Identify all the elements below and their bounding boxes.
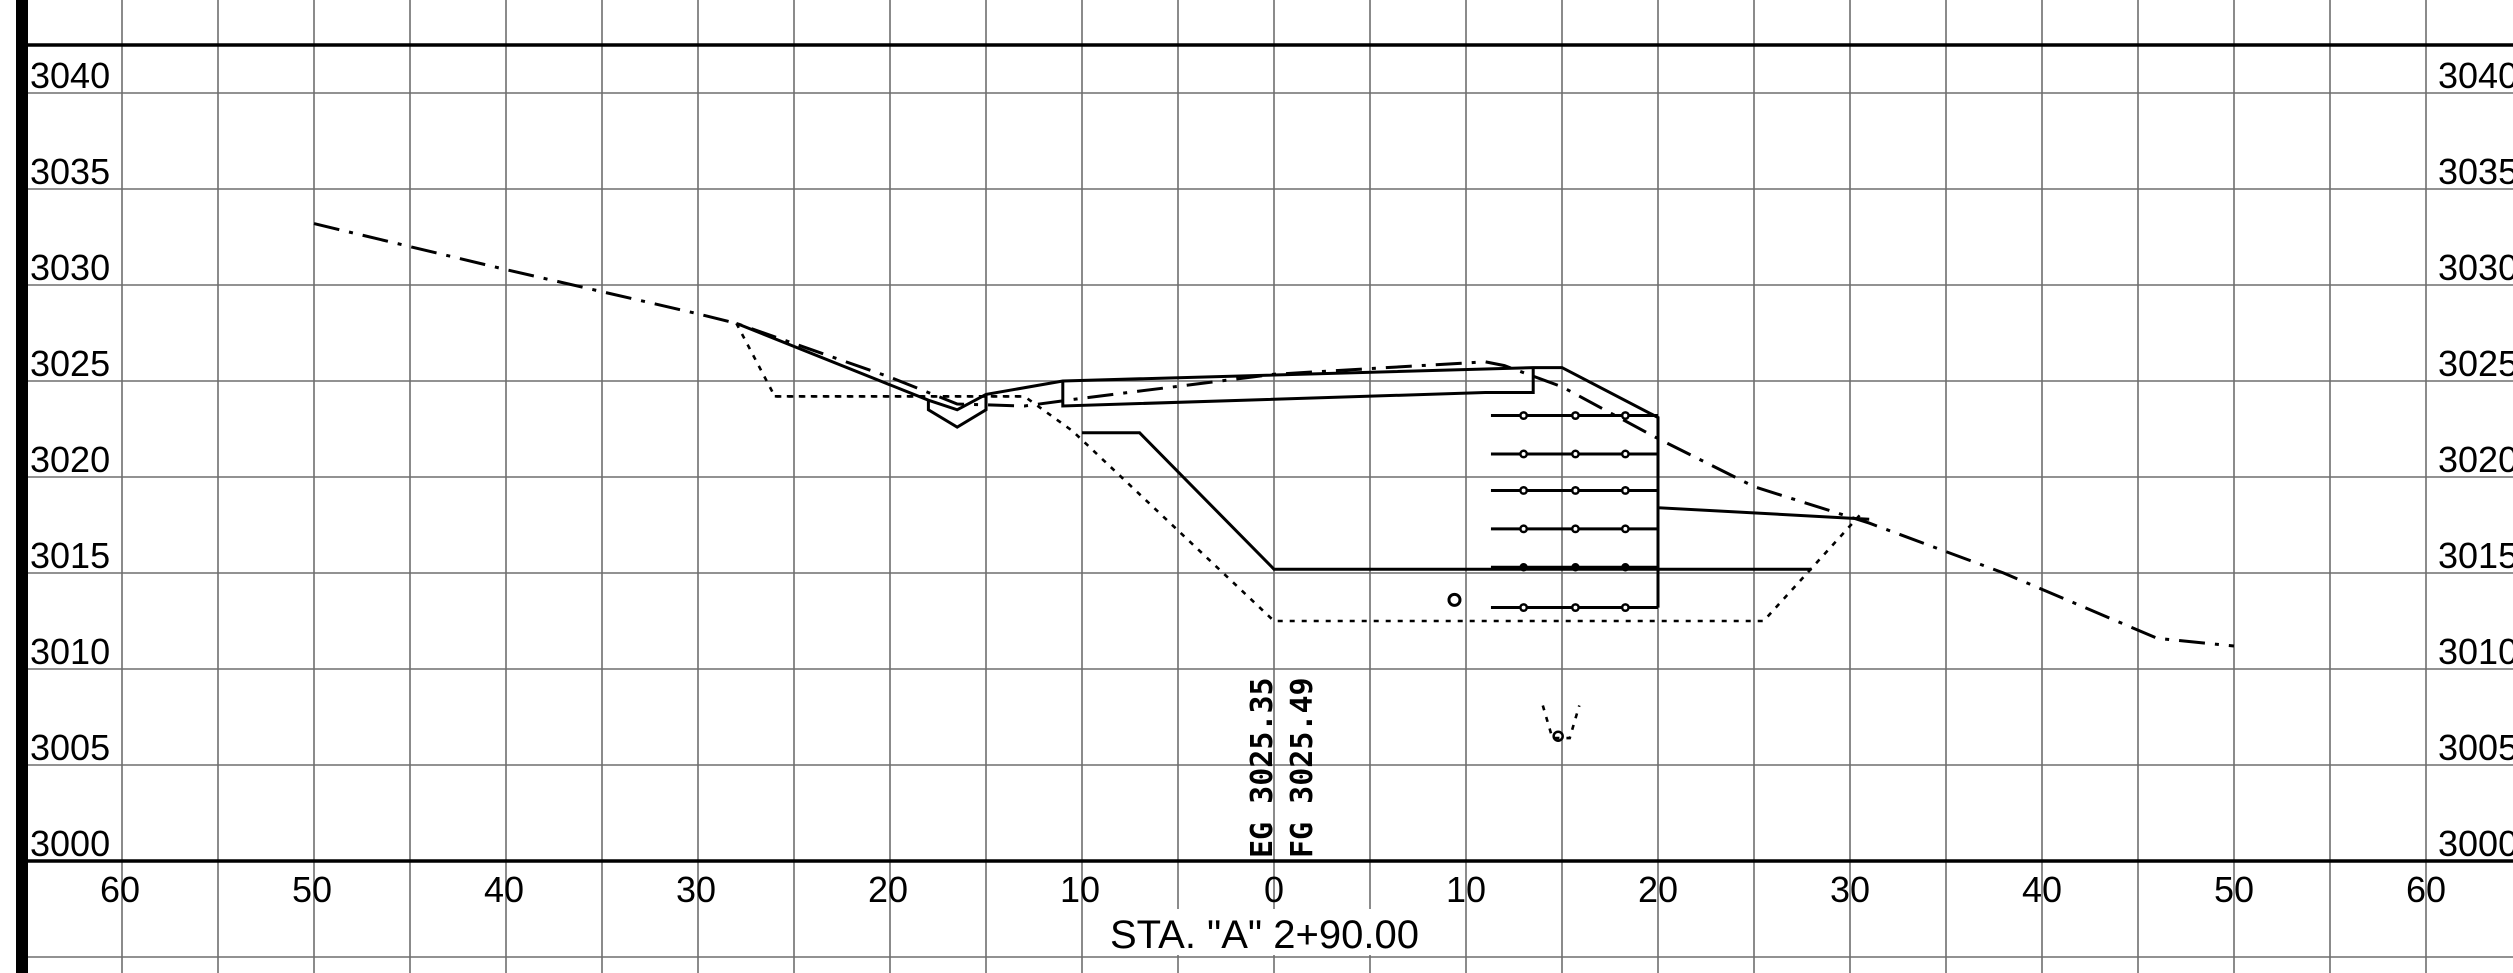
elev-label-left-3010: 3010 (30, 631, 110, 672)
elev-label-right-3005: 3005 (2438, 727, 2513, 768)
elev-label-left-3000: 3000 (30, 823, 110, 864)
offset-label-right-60: 60 (2406, 869, 2446, 910)
sheet-frame (16, 0, 2513, 973)
offset-label-left-20: 20 (868, 869, 908, 910)
anchor-node (1519, 603, 1529, 613)
eg-elevation-callout: EG 3025.35 (1245, 677, 1280, 858)
anchor-node (1571, 563, 1580, 572)
elevation-labels-right: 3040 3035 3030 3025 3020 3015 3010 3005 … (2438, 55, 2513, 864)
anchor-node (1620, 449, 1630, 459)
fg-elevation-callout: FG 3025.49 (1285, 677, 1320, 858)
drain-pipe-marker (1447, 592, 1462, 607)
wall-anchor-rows (1490, 411, 1658, 613)
anchor-node (1570, 603, 1580, 613)
elev-label-right-3015: 3015 (2438, 535, 2513, 576)
anchor-node (1620, 524, 1630, 534)
elev-label-right-3025: 3025 (2438, 343, 2513, 384)
elev-label-right-3035: 3035 (2438, 151, 2513, 192)
anchor-node (1570, 411, 1580, 421)
offset-label-right-10: 10 (1446, 869, 1486, 910)
offset-label-right-30: 30 (1830, 869, 1870, 910)
elev-label-right-3030: 3030 (2438, 247, 2513, 288)
elev-label-right-3000: 3000 (2438, 823, 2513, 864)
fill-wedge-outline (1082, 431, 1812, 571)
elev-label-right-3020: 3020 (2438, 439, 2513, 480)
structure-linework (774, 367, 1812, 742)
left-border-bar (16, 0, 28, 973)
elev-label-left-3005: 3005 (30, 727, 110, 768)
elev-label-left-3035: 3035 (30, 151, 110, 192)
offset-label-left-40: 40 (484, 869, 524, 910)
anchor-node (1519, 485, 1529, 495)
anchor-node (1519, 411, 1529, 421)
utility-trench-outline (1541, 705, 1581, 740)
offset-label-left-10: 10 (1060, 869, 1100, 910)
elev-label-left-3015: 3015 (30, 535, 110, 576)
offset-label-right-50: 50 (2214, 869, 2254, 910)
anchor-node (1519, 563, 1528, 572)
anchor-node (1570, 449, 1580, 459)
elev-label-right-3010: 3010 (2438, 631, 2513, 672)
anchor-node (1570, 524, 1580, 534)
offset-label-right-20: 20 (1638, 869, 1678, 910)
ditch-outline (926, 394, 988, 429)
anchor-node (1570, 485, 1580, 495)
offset-label-center-0: 0 (1264, 869, 1284, 910)
road-slab-outline (1061, 367, 1535, 408)
anchor-node (1620, 603, 1630, 613)
elev-label-left-3020: 3020 (30, 439, 110, 480)
anchor-node (1519, 449, 1529, 459)
anchor-node (1620, 485, 1630, 495)
station-label: STA. "A" 2+90.00 (1110, 913, 1419, 957)
anchor-node (1621, 563, 1630, 572)
station-label-backing (1100, 909, 1460, 955)
elevation-labels-left: 3040 3035 3030 3025 3020 3015 3010 3005 … (30, 55, 110, 864)
elev-label-left-3030: 3030 (30, 247, 110, 288)
offset-labels: 60 50 40 30 20 10 0 10 20 30 40 50 60 (100, 869, 2446, 910)
elev-label-left-3040: 3040 (30, 55, 110, 96)
elev-label-right-3040: 3040 (2438, 55, 2513, 96)
offset-label-right-40: 40 (2022, 869, 2062, 910)
anchor-node (1620, 411, 1630, 421)
offset-label-left-30: 30 (676, 869, 716, 910)
offset-label-left-60: 60 (100, 869, 140, 910)
offset-label-left-50: 50 (292, 869, 332, 910)
anchor-node (1519, 524, 1529, 534)
elev-label-left-3025: 3025 (30, 343, 110, 384)
